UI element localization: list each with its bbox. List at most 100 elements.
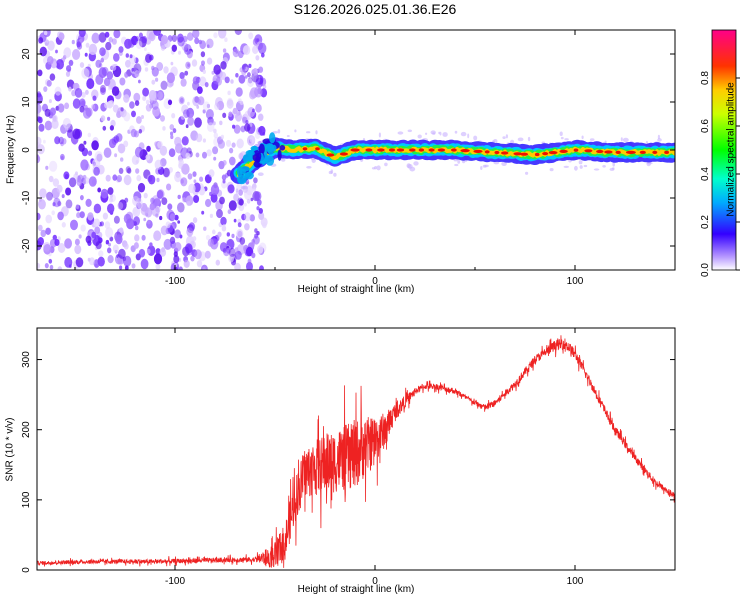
noise-speckle [146,145,151,152]
noise-speckle [88,43,98,56]
noise-speckle [258,125,266,136]
signal-peak [339,152,348,156]
noise-speckle [135,168,140,174]
noise-speckle [249,135,256,144]
noise-speckle [124,265,129,270]
noise-speckle [68,86,72,92]
noise-speckle [134,234,140,242]
noise-speckle [85,42,90,48]
noise-speckle [234,250,242,260]
noise-speckle [153,30,162,36]
noise-speckle [138,129,142,134]
noise-speckle [94,226,101,234]
noise-speckle [37,103,42,114]
noise-speckle [107,116,111,121]
noise-speckle [173,266,178,270]
noise-speckle [222,224,226,229]
noise-speckle [43,244,52,255]
noise-speckle [251,241,255,248]
noise-speckle [37,93,43,105]
noise-speckle [574,165,578,171]
noise-speckle [192,171,197,177]
noise-speckle [154,159,163,170]
noise-speckle [220,216,227,226]
noise-speckle [183,109,190,118]
y-tick-label: 100 [21,491,32,508]
noise-speckle [113,215,120,224]
signal-peak [365,148,373,152]
noise-speckle [97,187,102,193]
noise-speckle [107,247,112,254]
noise-speckle [81,100,86,106]
noise-speckle [57,243,66,253]
noise-speckle [218,139,225,149]
noise-speckle [111,86,120,96]
noise-speckle [98,32,107,43]
noise-speckle [211,70,215,75]
noise-speckle [133,92,141,102]
noise-speckle [135,40,143,49]
noise-speckle [51,210,55,216]
noise-speckle [253,177,258,184]
signal-peak [559,149,568,153]
noise-speckle [177,36,185,47]
noise-speckle [439,131,442,136]
noise-speckle [133,63,142,74]
noise-speckle [206,57,213,65]
noise-speckle [222,248,227,253]
noise-speckle [177,194,181,200]
noise-speckle [39,188,47,199]
noise-speckle [80,224,86,232]
noise-speckle [52,178,60,187]
noise-speckle [83,140,87,145]
noise-speckle [49,107,57,116]
noise-speckle [79,211,85,219]
noise-speckle [145,103,152,112]
noise-speckle [63,171,70,180]
noise-speckle [76,212,81,219]
noise-speckle [106,71,114,80]
noise-speckle [131,263,136,269]
noise-speckle [222,112,227,119]
noise-speckle [228,111,233,118]
noise-speckle [602,165,606,168]
noise-speckle [62,117,71,129]
noise-speckle [86,78,95,90]
noise-speckle [105,227,114,238]
noise-speckle [215,77,222,86]
noise-speckle [180,114,185,120]
noise-speckle [134,70,140,78]
noise-speckle [193,179,197,184]
noise-speckle [185,124,189,129]
signal-peak [534,152,540,157]
noise-speckle [63,47,72,58]
noise-speckle [100,188,109,199]
noise-speckle [138,79,141,84]
noise-speckle [119,265,123,270]
noise-speckle [159,215,163,221]
noise-speckle [44,39,50,46]
noise-speckle [130,128,137,138]
noise-speckle [157,91,163,100]
noise-speckle [163,66,169,74]
noise-speckle [147,219,151,225]
noise-speckle [56,184,63,193]
noise-speckle [58,32,65,41]
noise-speckle [117,143,126,154]
noise-speckle [244,75,248,79]
signal-peak [664,150,669,154]
noise-speckle [257,245,264,254]
noise-speckle [657,134,661,140]
noise-speckle [197,86,203,94]
spectrogram-noise-region [37,30,669,270]
noise-speckle [202,267,206,270]
noise-speckle [160,225,169,236]
noise-speckle [131,110,136,118]
noise-speckle [40,229,47,238]
y-tick-label: 200 [21,421,32,438]
noise-speckle [425,132,428,135]
noise-speckle [108,100,115,108]
noise-speckle [71,39,75,45]
noise-speckle [185,61,191,69]
